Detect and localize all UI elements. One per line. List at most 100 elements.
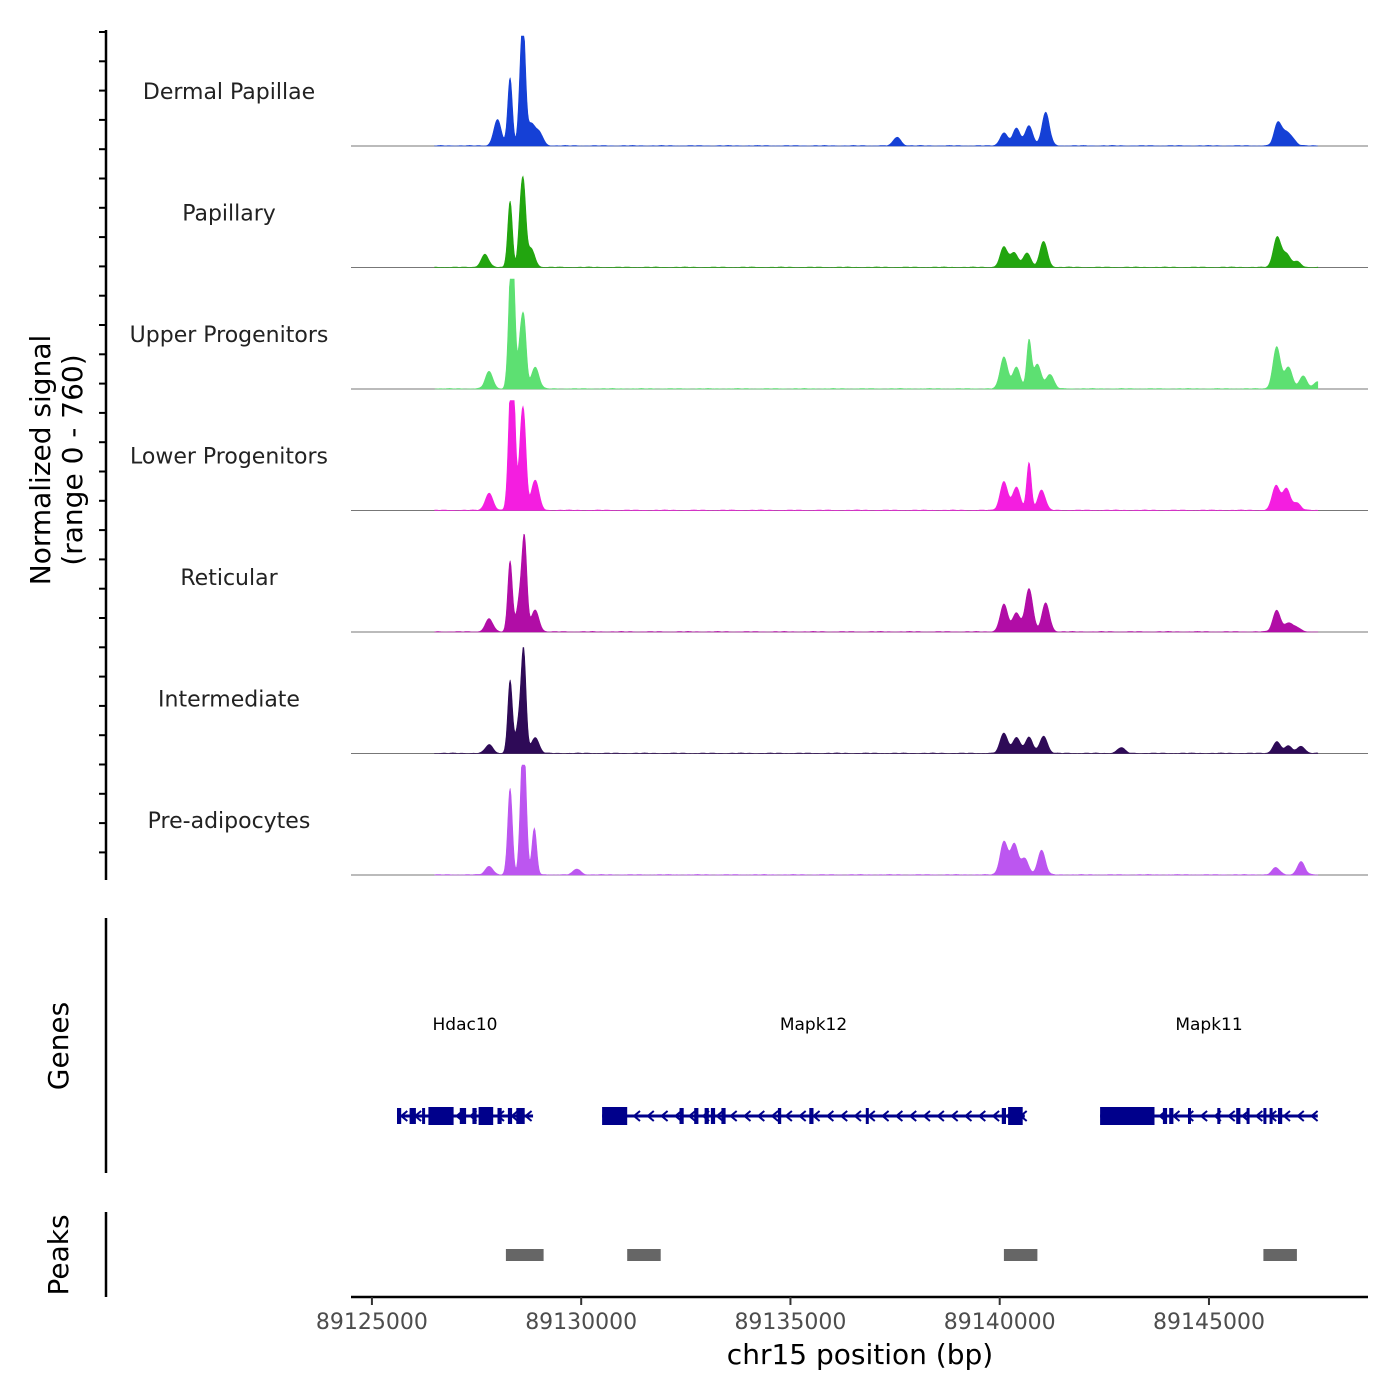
- strand-chevron: [963, 1110, 973, 1122]
- strand-chevron: [742, 1110, 752, 1122]
- coverage-area: [434, 764, 1319, 876]
- strand-chevron: [1240, 1110, 1250, 1122]
- peak-track: [505, 1249, 1297, 1261]
- signal-tracks: Dermal Papillae Papillary Upper Progenitor…: [130, 35, 1368, 876]
- strand-chevron: [1296, 1110, 1305, 1122]
- gene-mapk12: Mapk12: [602, 1015, 1028, 1125]
- strand-chevron: [798, 1110, 807, 1122]
- y-axis-title-line-1: Normalized signal: [24, 335, 57, 586]
- gene-exon: [1269, 1108, 1273, 1124]
- strand-chevron: [1227, 1110, 1236, 1122]
- gene-exon: [507, 1108, 513, 1124]
- strand-chevron: [991, 1110, 1000, 1122]
- strand-chevron: [908, 1110, 917, 1122]
- track-papillary: Papillary: [182, 175, 1368, 268]
- gene-exon: [1236, 1108, 1241, 1124]
- peaks-panel-title: Peaks: [42, 1214, 75, 1295]
- strand-chevron: [1185, 1110, 1194, 1122]
- gene-exon: [428, 1107, 441, 1125]
- track-intermediate: Intermediate: [158, 647, 1368, 754]
- track-label: Upper Progenitors: [130, 323, 329, 348]
- strand-chevron: [977, 1110, 986, 1122]
- strand-chevron: [729, 1110, 738, 1122]
- strand-chevron: [1310, 1110, 1319, 1122]
- gene-exon: [1169, 1108, 1174, 1124]
- coverage-area: [434, 278, 1319, 390]
- gene-exon: [472, 1108, 477, 1124]
- signal-y-ticks: [99, 31, 106, 854]
- strand-chevron: [922, 1110, 931, 1122]
- gene-exon: [865, 1108, 869, 1124]
- gene-exon: [1001, 1108, 1006, 1124]
- gene-exon: [1008, 1107, 1023, 1125]
- strand-chevron: [673, 1110, 683, 1122]
- track-dermal-papillae: Dermal Papillae: [143, 35, 1368, 147]
- track-reticular: Reticular: [180, 533, 1368, 633]
- strand-chevron: [524, 1110, 533, 1122]
- strand-chevron: [399, 1110, 408, 1122]
- gene-exon: [397, 1108, 402, 1124]
- gene-exon: [704, 1108, 709, 1124]
- gene-exon: [710, 1108, 716, 1124]
- gene-exon: [1100, 1107, 1155, 1125]
- gene-track: Hdac10 Mapk12 Mapk11: [397, 1015, 1319, 1125]
- peak-region: [627, 1249, 661, 1261]
- peak-region: [1263, 1249, 1297, 1261]
- strand-chevron: [853, 1110, 862, 1122]
- gene-exon: [809, 1108, 814, 1124]
- gene-label: Mapk12: [780, 1015, 847, 1035]
- x-tick-label: 89135000: [734, 1310, 846, 1335]
- gene-exon: [777, 1108, 782, 1124]
- strand-chevron: [936, 1110, 945, 1122]
- strand-chevron: [1199, 1110, 1208, 1122]
- gene-label: Mapk11: [1175, 1015, 1242, 1035]
- gene-exon: [459, 1108, 467, 1124]
- peak-region: [505, 1249, 544, 1261]
- strand-chevron: [646, 1110, 655, 1122]
- x-tick-label: 89130000: [525, 1310, 637, 1335]
- strand-chevron: [1282, 1110, 1291, 1122]
- genes-panel-title: Genes: [42, 1002, 75, 1090]
- peak-region: [1003, 1249, 1038, 1261]
- gene-exon: [1188, 1108, 1191, 1124]
- y-axis-title: Normalized signal (range 0 - 760): [24, 335, 89, 586]
- strand-chevron: [784, 1110, 793, 1122]
- gene-mapk11: Mapk11: [1100, 1015, 1319, 1125]
- strand-chevron: [660, 1110, 669, 1122]
- x-axis-ticks: 89125000 89130000 89135000 89140000 89145000: [316, 1297, 1265, 1335]
- track-label: Intermediate: [158, 688, 300, 713]
- strand-chevron: [825, 1110, 835, 1122]
- gene-exon: [679, 1108, 684, 1124]
- coverage-area: [434, 175, 1319, 268]
- coverage-area: [434, 647, 1319, 754]
- track-label: Lower Progenitors: [130, 445, 328, 470]
- strand-chevron: [1171, 1110, 1181, 1122]
- gene-exon: [694, 1108, 699, 1124]
- strand-chevron: [1254, 1110, 1263, 1122]
- gene-exon: [1278, 1108, 1283, 1124]
- gene-exon: [721, 1108, 726, 1124]
- gene-exon: [1263, 1108, 1267, 1124]
- gene-exon: [478, 1107, 494, 1125]
- strand-chevron: [715, 1110, 724, 1122]
- strand-chevron: [632, 1110, 641, 1122]
- strand-chevron: [770, 1110, 779, 1122]
- track-label: Dermal Papillae: [143, 80, 315, 105]
- gene-exon: [497, 1108, 502, 1124]
- track-pre-adipocytes: Pre-adipocytes: [148, 764, 1368, 876]
- coverage-area: [434, 533, 1319, 633]
- gene-exon: [1246, 1108, 1250, 1124]
- strand-chevron: [812, 1110, 821, 1122]
- strand-chevron: [687, 1110, 696, 1122]
- x-tick-label: 89125000: [316, 1310, 428, 1335]
- gene-exon: [441, 1107, 454, 1125]
- gene-label: Hdac10: [433, 1015, 498, 1035]
- coverage-area: [434, 35, 1318, 147]
- x-tick-label: 89145000: [1153, 1310, 1265, 1335]
- gene-exon: [1217, 1108, 1221, 1124]
- strand-chevron: [756, 1110, 765, 1122]
- gene-exon: [422, 1108, 426, 1124]
- track-label: Papillary: [182, 202, 276, 227]
